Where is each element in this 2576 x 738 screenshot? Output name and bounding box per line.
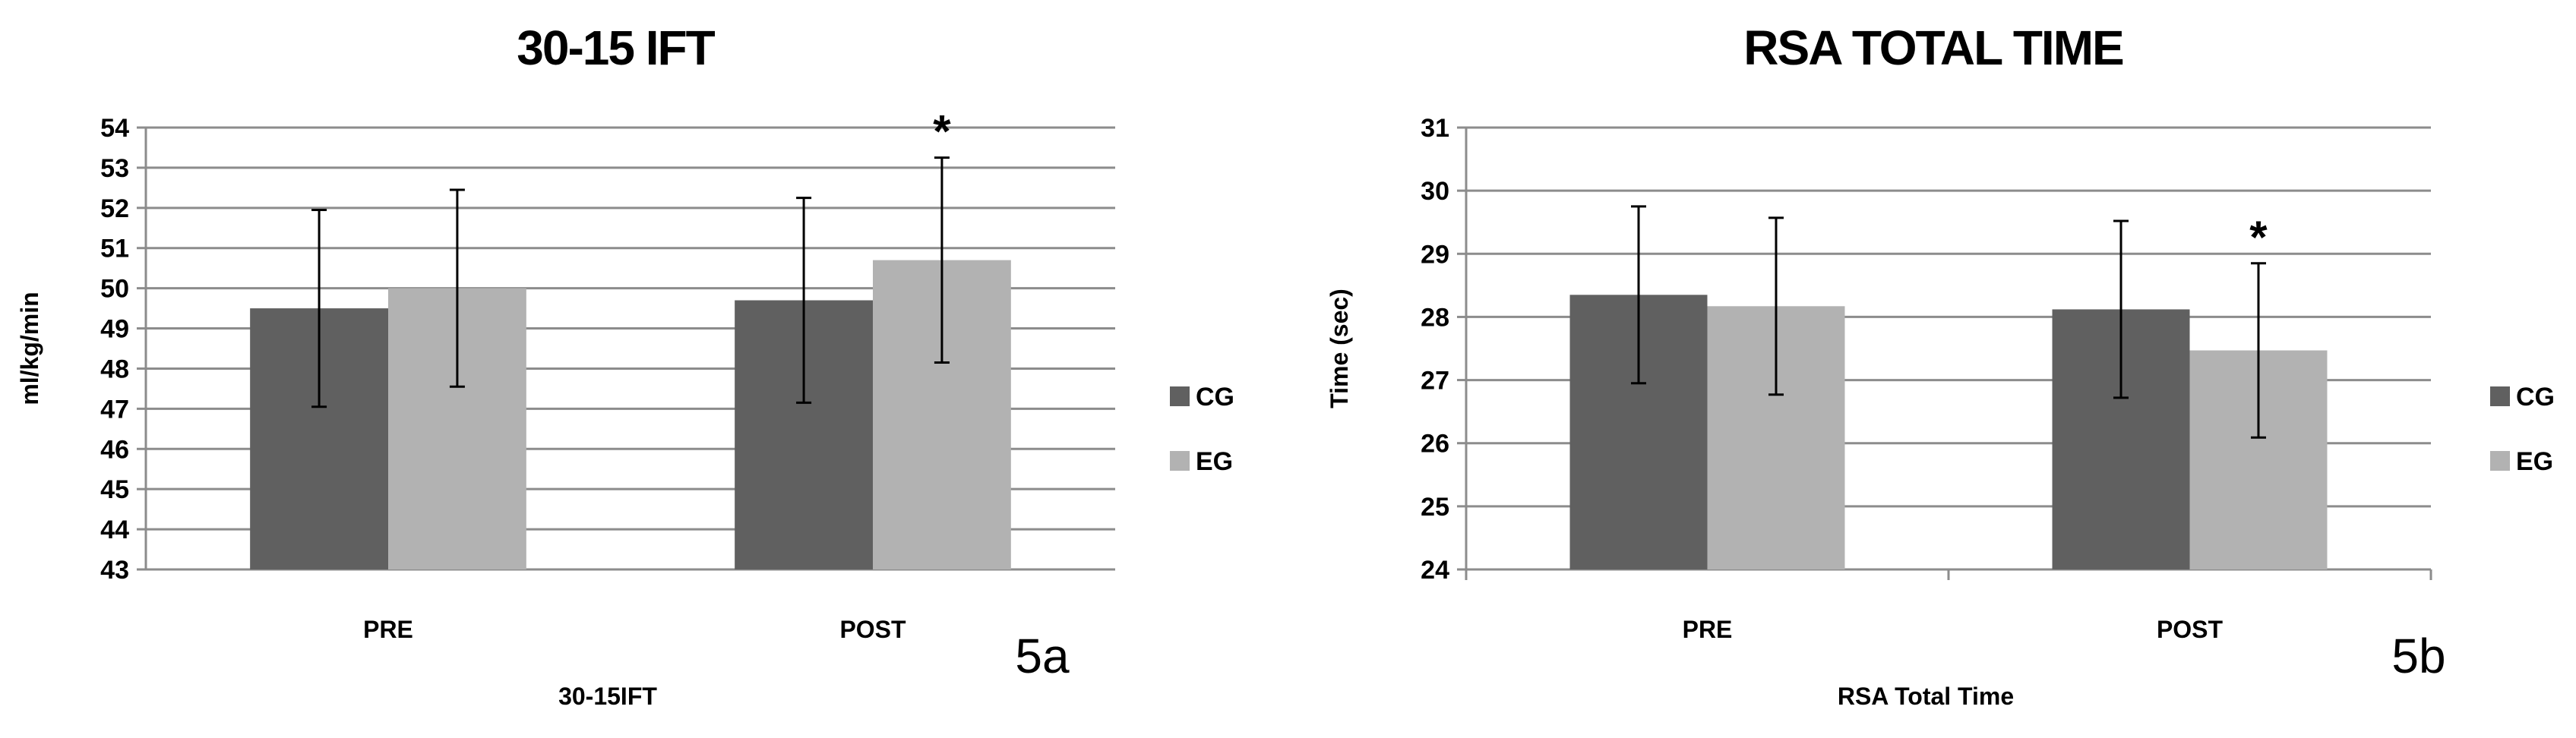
y-axis-label: Time (sec)	[1326, 289, 1353, 408]
y-tick-label: 30	[1421, 177, 1449, 206]
legend-label-eg: EG	[1196, 447, 1233, 476]
y-tick-label: 49	[100, 315, 129, 344]
panel-label: 5b	[2391, 629, 2445, 683]
x-axis-label: RSA Total Time	[1838, 683, 2014, 710]
x-category-label: POST	[839, 616, 906, 643]
chart-panel-2: RSA TOTAL TIME 24 25 26 27 28 29 30 31 PRE POST * Ti…	[1326, 20, 2555, 710]
y-tick-label: 54	[100, 114, 129, 143]
y-tick-label: 26	[1421, 430, 1449, 459]
y-tick-label: 25	[1421, 493, 1449, 522]
y-tick-label: 46	[100, 435, 129, 464]
y-tick-label: 27	[1421, 367, 1449, 396]
y-tick-label: 43	[100, 556, 129, 585]
y-tick-label: 50	[100, 275, 129, 304]
chart-title: RSA TOTAL TIME	[1743, 20, 2123, 75]
legend-swatch-cg	[1170, 386, 1190, 406]
y-tick-label: 44	[100, 516, 129, 544]
y-tick-label: 24	[1421, 556, 1449, 585]
y-tick-label: 45	[100, 475, 129, 504]
legend-swatch-eg	[1170, 451, 1190, 471]
y-tick-label: 51	[100, 235, 129, 263]
x-axis-label: 30-15IFT	[558, 683, 657, 710]
significance-marker: *	[933, 106, 951, 157]
panel-label: 5a	[1015, 629, 1070, 683]
y-axis-label: ml/kg/min	[16, 292, 43, 405]
chart-panel-1: 30-15 IFT 43 44 45 46 47 48 49 50 51 52 53 54 PRE POST…	[16, 20, 1234, 710]
legend-label-eg: EG	[2516, 447, 2553, 476]
y-tick-label: 47	[100, 395, 129, 424]
legend-swatch-eg	[2490, 451, 2510, 471]
y-tick-label: 31	[1421, 114, 1449, 143]
y-tick-label: 29	[1421, 240, 1449, 269]
y-tick-label: 52	[100, 194, 129, 223]
y-tick-label: 53	[100, 154, 129, 183]
y-tick-label: 48	[100, 355, 129, 383]
legend-label-cg: CG	[1196, 383, 1234, 412]
x-category-label: PRE	[1683, 616, 1733, 643]
significance-marker: *	[2249, 212, 2268, 263]
chart-title: 30-15 IFT	[517, 20, 715, 75]
legend-label-cg: CG	[2516, 383, 2555, 412]
x-category-label: PRE	[363, 616, 413, 643]
y-tick-label: 28	[1421, 303, 1449, 332]
legend-swatch-cg	[2490, 386, 2510, 406]
x-category-label: POST	[2157, 616, 2224, 643]
